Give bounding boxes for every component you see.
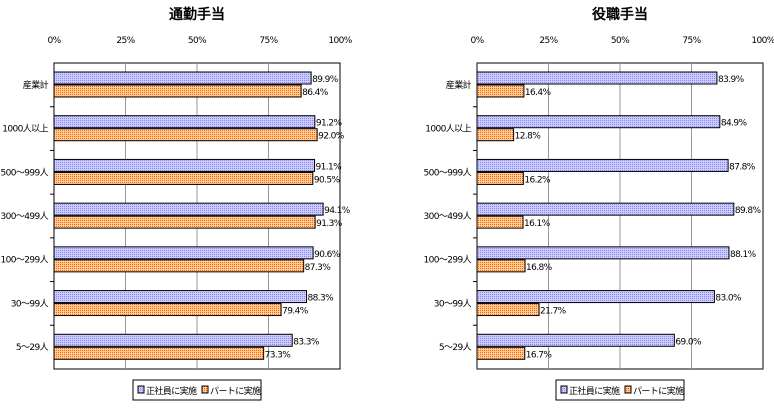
bar-part [476,128,515,142]
bar-regular [476,290,715,304]
data-label: 83.9% [718,75,745,85]
bar-regular [53,202,324,216]
bar-regular [476,158,729,172]
bar-regular [53,71,312,85]
bar-part [53,171,314,185]
data-label: 94.1% [324,206,351,216]
tick-label: 50% [611,36,630,46]
tick-label: 0% [470,36,484,46]
data-label: 12.8% [515,132,542,142]
data-label: 90.5% [314,175,341,185]
legend-swatch [624,385,632,394]
bar-regular [53,290,308,304]
legend-swatch [137,385,145,394]
data-label: 16.2% [524,175,551,185]
tick-label: 75% [259,36,278,46]
data-label: 91.2% [316,119,343,129]
chart-title: 通勤手当 [169,6,225,23]
legend: 正社員に実施 パートに実施 [132,379,262,401]
category-label: 産業計 [23,79,49,91]
category-label: 1000人以上 [2,124,48,135]
category-label: 5～29人 [16,342,49,353]
category-label: 100～299人 [423,255,471,266]
category-label: 産業計 [446,79,472,91]
bar-regular [53,333,293,347]
bar-part [53,259,305,273]
bar-part [53,215,316,229]
chart-title: 役職手当 [592,6,648,23]
category-label: 100～299人 [0,255,48,266]
legend: 正社員に実施 パートに実施 [555,379,685,401]
data-label: 73.3% [265,350,292,360]
tick-label: 100% [751,36,774,46]
data-label: 79.4% [282,307,309,317]
data-label: 90.6% [314,250,341,260]
bar-part [476,346,526,360]
bar-regular [53,158,316,172]
tick-label: 50% [188,36,207,46]
data-label: 87.3% [305,263,332,273]
category-label: 1000人以上 [425,124,471,135]
data-label: 83.3% [293,337,320,347]
legend-label: 正社員に実施 [569,385,620,397]
category-label: 5～29人 [439,342,472,353]
bar-regular [476,71,718,85]
legend-box [555,379,685,401]
bar-regular [53,246,314,260]
tick-label: 75% [682,36,701,46]
data-label: 91.1% [316,162,343,172]
category-label: 30～99人 [11,298,49,309]
data-label: 84.9% [721,119,748,129]
category-label: 500～999人 [0,167,48,178]
legend-label: 正社員に実施 [146,385,197,397]
bar-part [53,84,302,98]
data-label: 83.0% [715,294,742,304]
tick-label: 0% [47,36,61,46]
bar-part [53,346,265,360]
data-label: 16.4% [525,88,552,98]
data-label: 69.0% [675,337,702,347]
bar-part [476,171,524,185]
chart-2: 役職手当 0% 25% 50% 75% 100% 産業計 83.9% 16.4% 1000人以上 8… [423,6,774,401]
bar-regular [476,202,735,216]
category-label: 500～999人 [423,167,471,178]
data-label: 89.8% [735,206,762,216]
legend-label: パートに実施 [633,385,684,397]
tick-label: 25% [116,36,135,46]
category-label: 300～499人 [423,211,471,222]
data-label: 88.1% [730,250,757,260]
bar-part [53,303,282,317]
category-label: 30～99人 [434,298,472,309]
bar-part [476,303,540,317]
legend-box [132,379,262,401]
bar-regular [476,333,675,347]
data-label: 87.8% [729,162,756,172]
category-label: 300～499人 [0,211,48,222]
legend-swatch [201,385,209,394]
bar-part [476,215,524,229]
data-label: 89.9% [312,75,339,85]
tick-label: 25% [539,36,558,46]
data-label: 91.3% [316,219,343,229]
data-label: 16.7% [526,350,553,360]
bar-part [53,128,318,142]
data-label: 92.0% [318,132,345,142]
data-label: 86.4% [302,88,329,98]
data-label: 16.1% [524,219,551,229]
tick-label: 100% [328,36,352,46]
bar-regular [53,115,316,129]
bar-regular [476,246,730,260]
chart-1: 通勤手当 0% 25% 50% 75% 100% 産業計 89.9% 86.4% 1000人以上 9… [0,6,353,401]
legend-label: パートに実施 [210,385,261,397]
data-label: 21.7% [540,307,567,317]
bar-part [476,259,526,273]
bar-part [476,84,525,98]
legend-swatch [560,385,568,394]
data-label: 88.3% [308,294,335,304]
data-label: 16.8% [526,263,553,273]
bar-regular [476,115,721,129]
